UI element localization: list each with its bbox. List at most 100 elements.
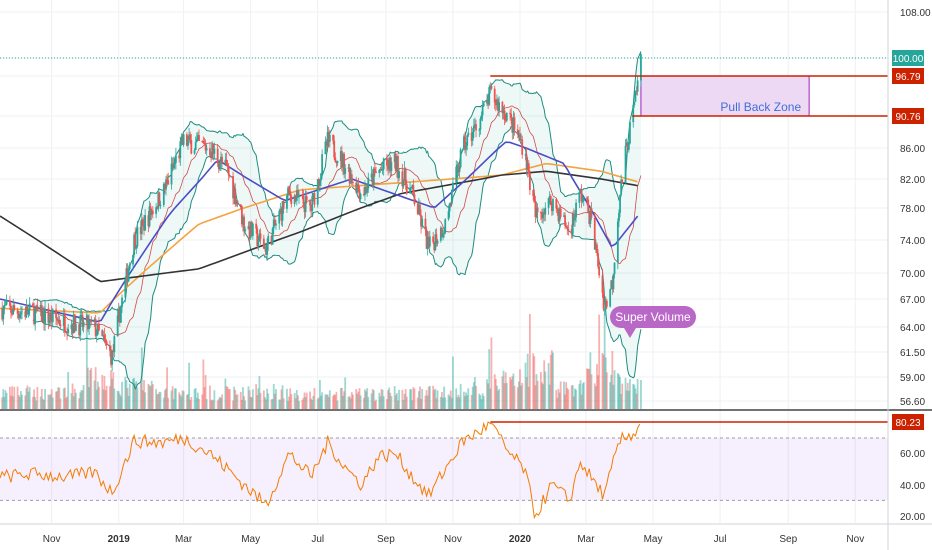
candle-body[interactable] (224, 159, 227, 163)
candle-body[interactable] (582, 197, 585, 201)
candle-body[interactable] (55, 309, 57, 319)
candle-body[interactable] (139, 226, 142, 235)
candle-body[interactable] (182, 134, 185, 145)
candle-body[interactable] (35, 305, 38, 310)
candle-body[interactable] (25, 305, 28, 318)
candle-body[interactable] (151, 210, 154, 214)
candle-body[interactable] (634, 90, 637, 102)
candlesticks[interactable] (1, 52, 642, 372)
candle-body[interactable] (335, 161, 338, 164)
candle-body[interactable] (435, 234, 438, 244)
candle-body[interactable] (417, 204, 420, 215)
candle-body[interactable] (202, 140, 205, 143)
candle-body[interactable] (326, 131, 329, 146)
candle-body[interactable] (50, 312, 53, 323)
candle-body[interactable] (459, 149, 462, 168)
candle-body[interactable] (494, 102, 497, 106)
candle-body[interactable] (444, 219, 447, 233)
candle-body[interactable] (211, 144, 214, 159)
candle-body[interactable] (439, 227, 442, 241)
candle-body[interactable] (213, 148, 216, 154)
candle-body[interactable] (474, 124, 476, 126)
candle-body[interactable] (371, 173, 374, 186)
candle-body[interactable] (102, 335, 105, 337)
candle-body[interactable] (270, 235, 273, 245)
candle-body[interactable] (281, 201, 284, 221)
candle-body[interactable] (171, 163, 174, 169)
candle-body[interactable] (67, 328, 70, 334)
candle-body[interactable] (121, 297, 123, 307)
candle-body[interactable] (513, 117, 516, 130)
candle-body[interactable] (70, 324, 73, 329)
candle-body[interactable] (5, 300, 8, 305)
candle-body[interactable] (235, 200, 238, 205)
candle-body[interactable] (616, 221, 619, 263)
candle-body[interactable] (351, 182, 354, 184)
candle-body[interactable] (156, 207, 159, 209)
candle-body[interactable] (598, 266, 601, 276)
candle-body[interactable] (475, 124, 477, 131)
candle-body[interactable] (217, 163, 220, 170)
candle-body[interactable] (116, 315, 119, 337)
candle-body[interactable] (48, 319, 51, 323)
candle-body[interactable] (242, 216, 244, 225)
candle-body[interactable] (178, 155, 181, 159)
candle-body[interactable] (290, 195, 293, 205)
candle-body[interactable] (356, 184, 359, 193)
candle-body[interactable] (456, 164, 459, 167)
candle-body[interactable] (404, 168, 407, 185)
candle-body[interactable] (447, 211, 450, 220)
candle-body[interactable] (467, 132, 470, 136)
candle-body[interactable] (265, 246, 267, 255)
candle-body[interactable] (341, 151, 343, 168)
candle-body[interactable] (185, 134, 188, 146)
candle-body[interactable] (196, 135, 199, 140)
candle-body[interactable] (327, 131, 330, 142)
candle-body[interactable] (288, 187, 291, 191)
candle-body[interactable] (504, 120, 507, 122)
candle-body[interactable] (534, 202, 537, 218)
candle-body[interactable] (33, 307, 35, 324)
candle-body[interactable] (125, 268, 128, 280)
candle-body[interactable] (218, 164, 221, 170)
candle-body[interactable] (104, 339, 107, 342)
candle-body[interactable] (527, 163, 530, 174)
candle-body[interactable] (397, 155, 399, 179)
candle-body[interactable] (51, 309, 54, 323)
candle-body[interactable] (590, 207, 593, 218)
candle-body[interactable] (405, 184, 408, 194)
candle-body[interactable] (344, 168, 347, 175)
candle-body[interactable] (309, 200, 311, 206)
candle-body[interactable] (93, 319, 96, 323)
candle-body[interactable] (101, 330, 104, 336)
candle-body[interactable] (359, 194, 362, 200)
candle-body[interactable] (88, 321, 90, 329)
candle-body[interactable] (602, 292, 605, 310)
candle-body[interactable] (635, 90, 638, 92)
candle-body[interactable] (524, 154, 527, 156)
candle-body[interactable] (388, 157, 391, 170)
candle-body[interactable] (525, 154, 528, 170)
candle-body[interactable] (65, 332, 67, 334)
candle-body[interactable] (387, 165, 389, 170)
candle-body[interactable] (589, 207, 592, 224)
candle-body[interactable] (4, 304, 7, 306)
candle-body[interactable] (393, 153, 396, 163)
candle-body[interactable] (518, 133, 520, 135)
candle-body[interactable] (234, 188, 237, 205)
candle-body[interactable] (201, 140, 204, 142)
candle-body[interactable] (510, 114, 513, 118)
candle-body[interactable] (587, 199, 590, 213)
candle-body[interactable] (516, 129, 519, 135)
candle-body[interactable] (49, 312, 52, 320)
candle-body[interactable] (79, 315, 82, 336)
candle-body[interactable] (195, 139, 198, 142)
candle-body[interactable] (294, 195, 297, 201)
candle-body[interactable] (378, 170, 381, 174)
candle-body[interactable] (216, 148, 219, 164)
candle-body[interactable] (95, 334, 98, 336)
candle-body[interactable] (258, 233, 261, 242)
candle-body[interactable] (312, 193, 315, 197)
candle-body[interactable] (3, 304, 6, 309)
candle-body[interactable] (401, 171, 404, 187)
